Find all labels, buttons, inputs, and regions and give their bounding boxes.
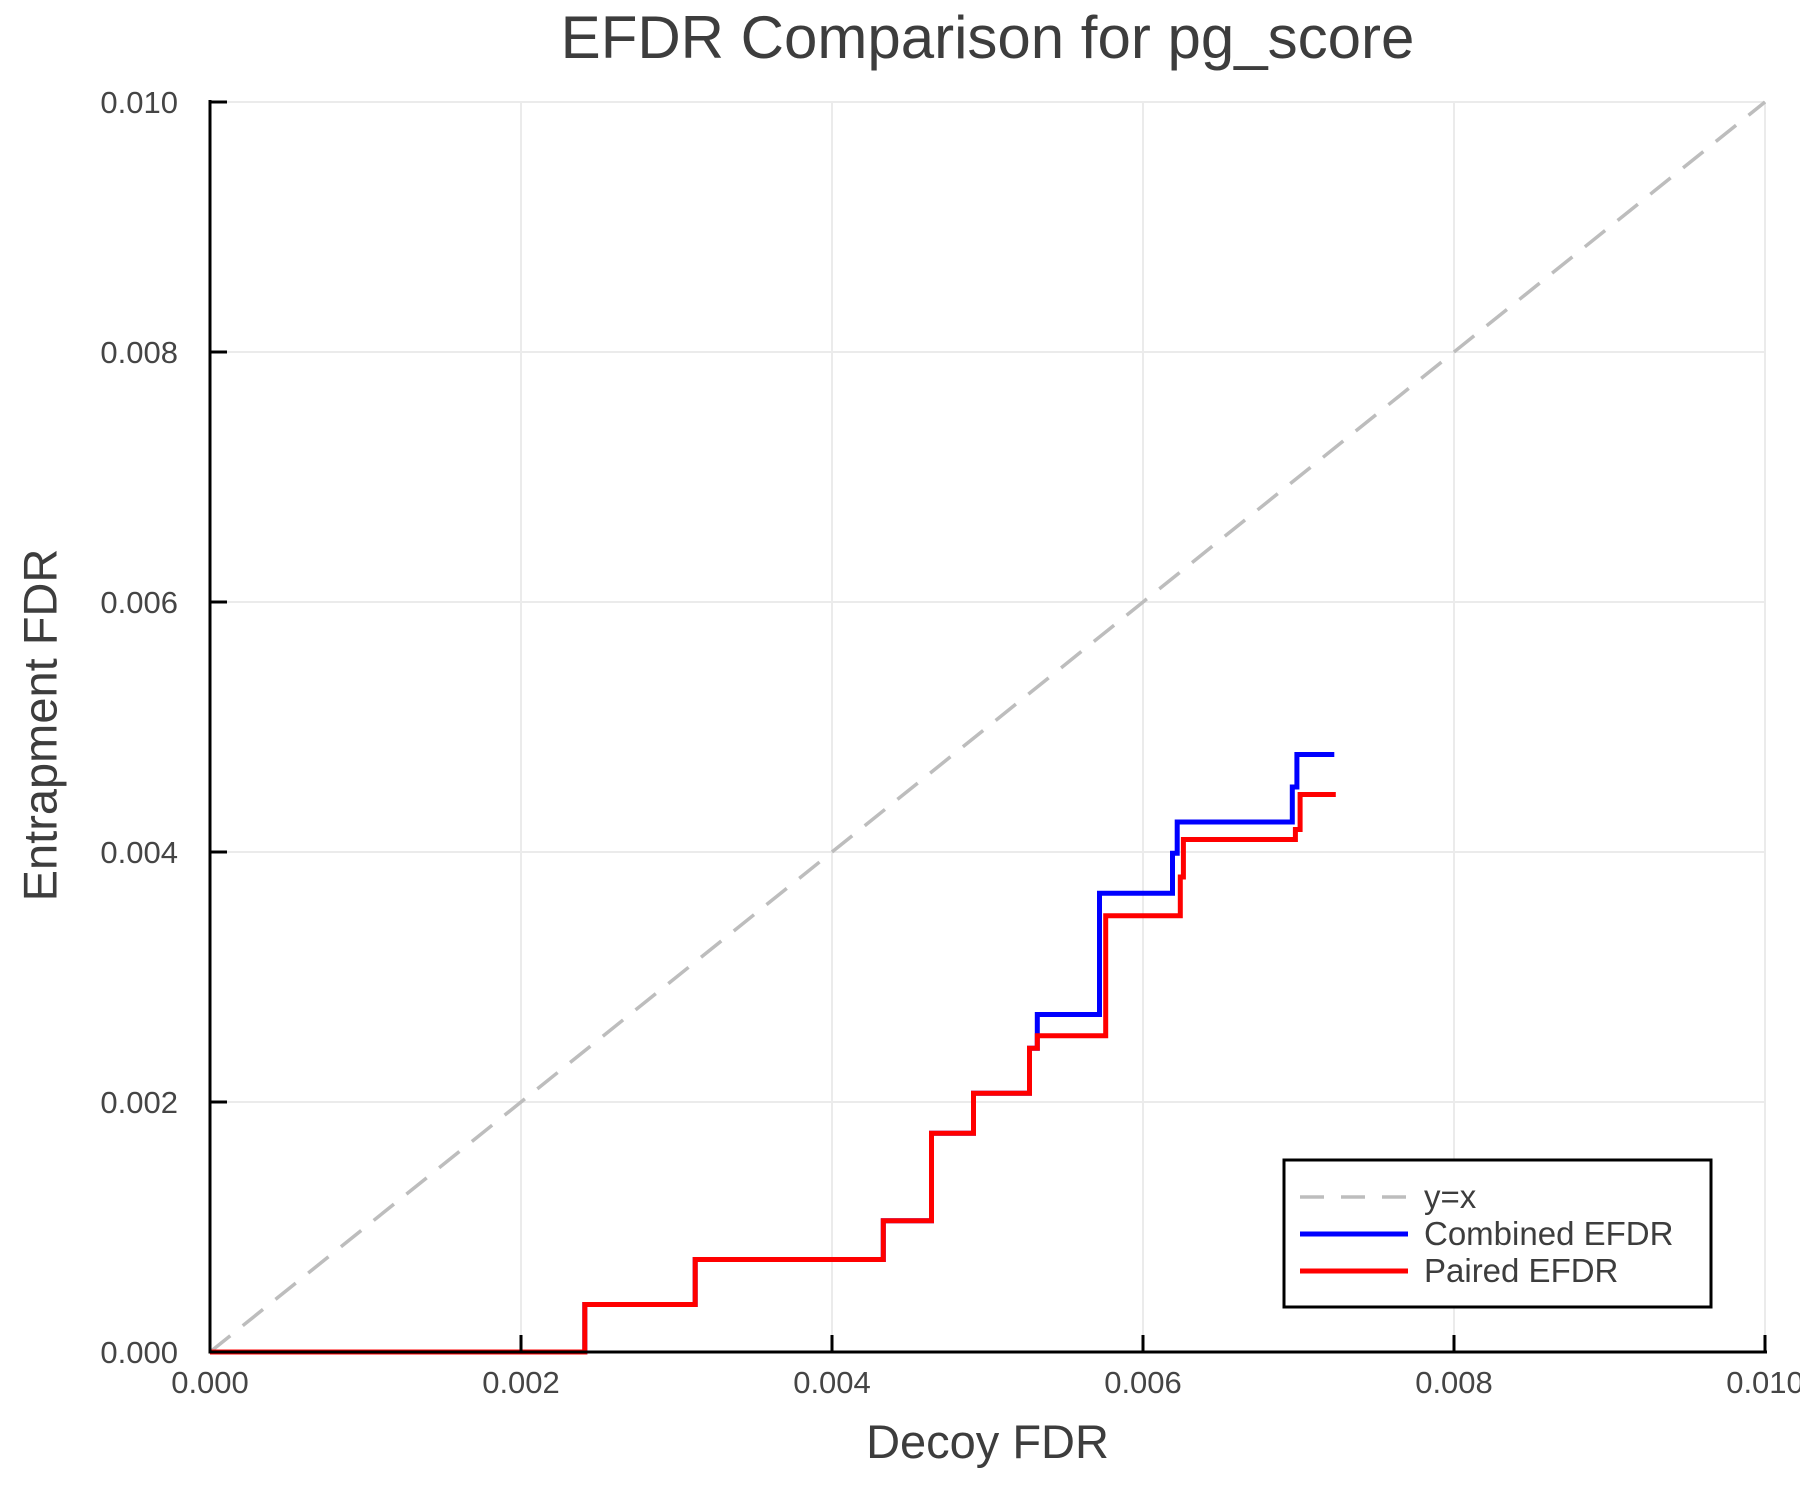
y-tick-label: 0.010 <box>100 85 178 120</box>
tick-marks: 0.000 0.002 0.004 0.006 0.008 0.010 0.000 0.002… <box>100 85 1800 1400</box>
x-tick-label: 0.010 <box>1726 1365 1800 1400</box>
series-line-paired-efdr <box>210 792 1336 1355</box>
y-tick-label: 0.004 <box>100 835 178 870</box>
legend-label: Combined EFDR <box>1424 1215 1673 1252</box>
y-axis-label: Entrapment FDR <box>13 548 67 902</box>
x-axis-label: Decoy FDR <box>866 1415 1109 1468</box>
series-line-combined-efdr <box>210 752 1335 1355</box>
y-tick-label: 0.006 <box>100 585 178 620</box>
y-tick-label: 0.000 <box>100 1335 178 1370</box>
y-tick-label: 0.002 <box>100 1085 178 1120</box>
x-tick-label: 0.008 <box>1415 1365 1493 1400</box>
x-tick-label: 0.002 <box>482 1365 560 1400</box>
x-tick-label: 0.004 <box>793 1365 871 1400</box>
y-tick-label: 0.008 <box>100 335 178 370</box>
legend-label: Paired EFDR <box>1424 1252 1618 1289</box>
x-tick-label: 0.006 <box>1104 1365 1182 1400</box>
chart-title: EFDR Comparison for pg_score <box>560 4 1415 71</box>
reference-line-y-equals-x <box>208 100 1767 1354</box>
legend-label: y=x <box>1424 1178 1477 1215</box>
gridlines <box>210 101 1766 1352</box>
x-tick-label: 0.000 <box>171 1365 249 1400</box>
